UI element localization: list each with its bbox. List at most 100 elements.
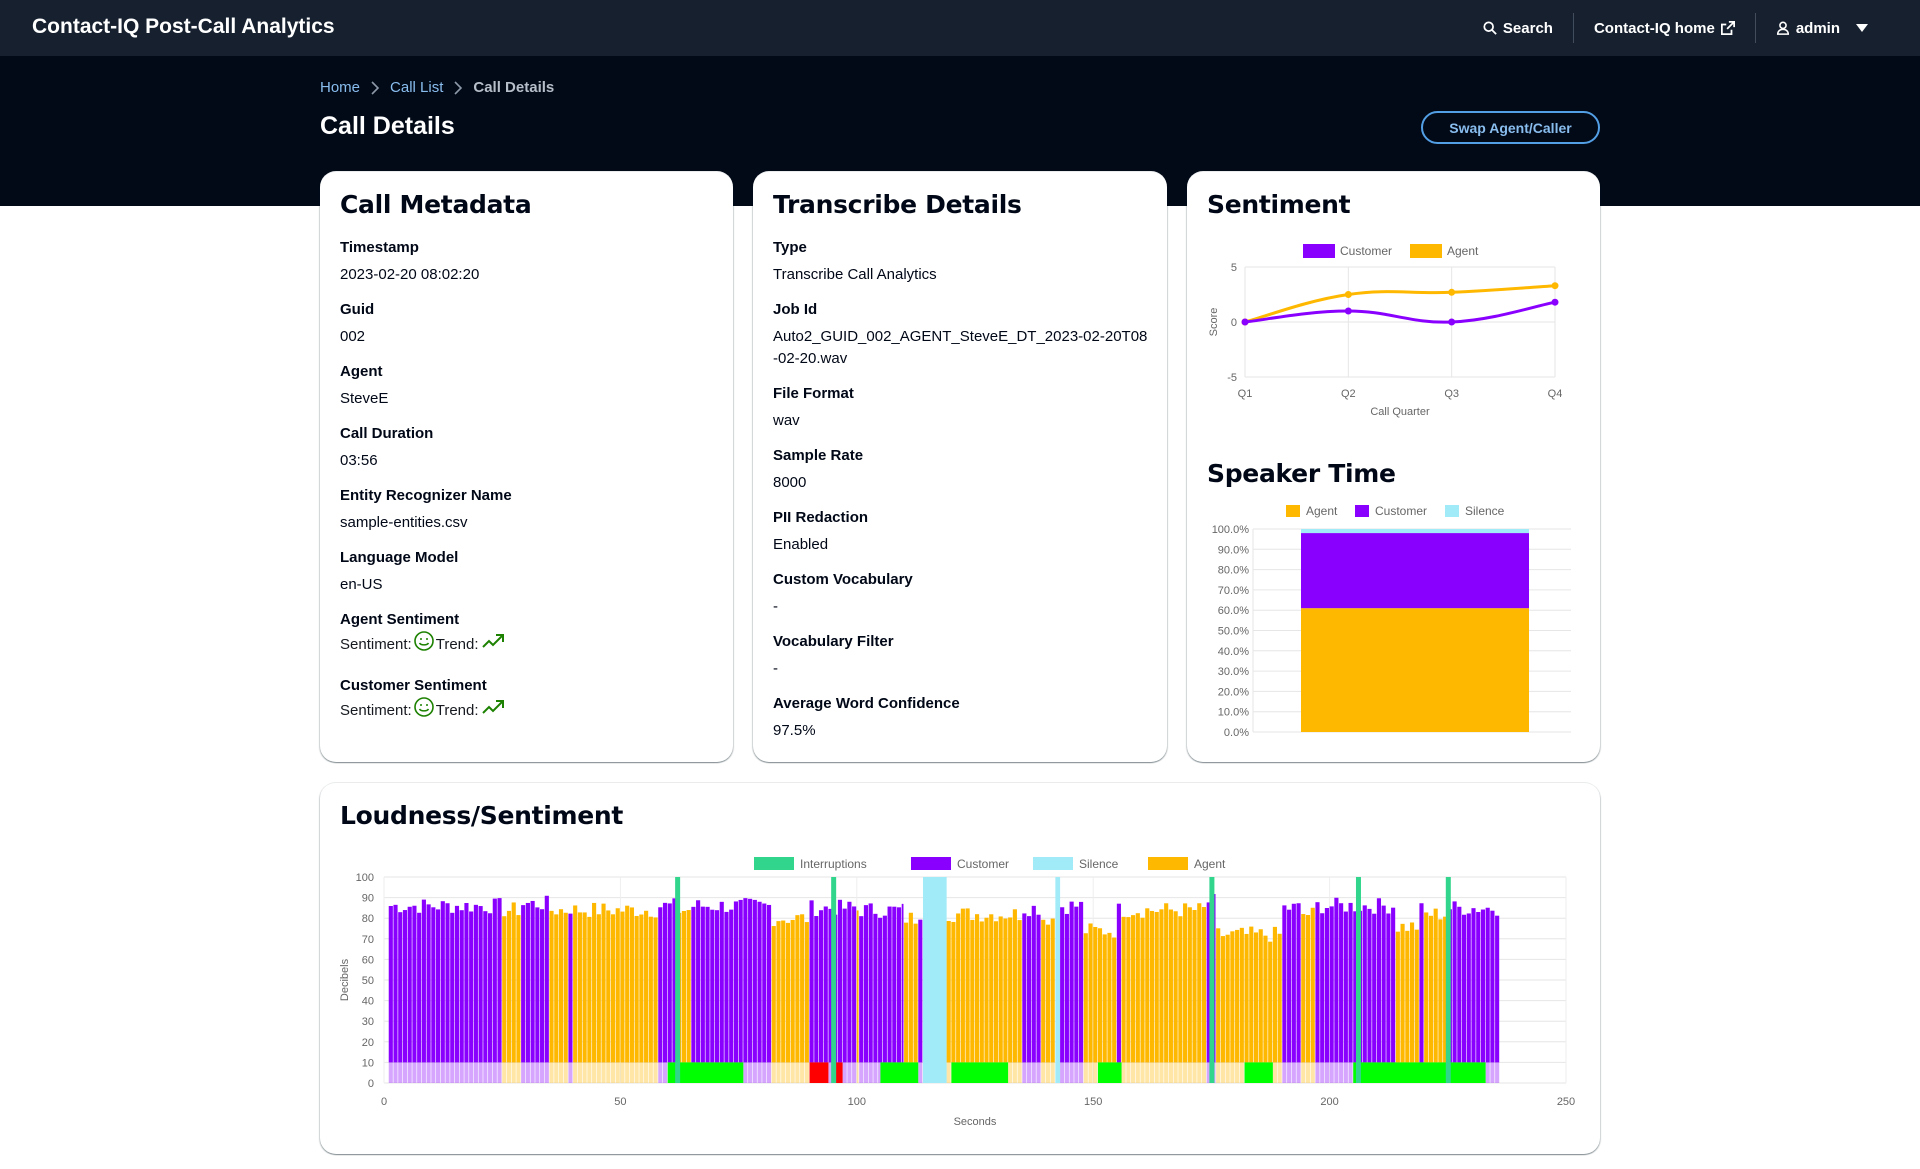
breadcrumb-current: Call Details [473,79,555,96]
y-tick-label: 40.0% [1218,646,1249,658]
loudness-bar-agent [601,903,606,1063]
loudness-bar-customer [837,899,843,1063]
legend-label: Customer [957,857,1009,871]
search-icon [1483,21,1497,35]
contact-iq-home-link[interactable]: Contact-IQ home [1574,13,1755,43]
sentiment-strip-base [804,1062,809,1083]
sentiment-strip-base [1008,1062,1013,1083]
chevron-right-icon [370,80,380,95]
trend-text: Trend: [435,636,479,653]
sentiment-strip-base [1183,1062,1188,1083]
loudness-bar-agent [804,922,809,1063]
sentiment-strip-positive [1353,1062,1486,1083]
sentiment-strip-base [1088,1062,1093,1083]
sentiment-strip-base [431,1062,436,1083]
loudness-bar-agent [1395,931,1400,1063]
swap-agent-caller-button[interactable]: Swap Agent/Caller [1421,111,1600,144]
y-tick-label: 20 [362,1037,374,1049]
app-title[interactable]: Contact-IQ Post-Call Analytics [32,15,335,38]
sentiment-strip-base [1485,1062,1490,1083]
loudness-bar-agent [1310,907,1315,1063]
sentiment-strip-base [592,1062,597,1083]
sentiment-strip-base [544,1062,549,1083]
field-label: Job Id [773,301,818,318]
customer-sentiment-field: Customer Sentiment Sentiment: Trend: [340,677,506,719]
loudness-bar-customer [667,903,672,1063]
loudness-bar-customer [1485,907,1490,1063]
loudness-bar-customer [459,910,464,1063]
sentiment-strip-base [417,1062,422,1083]
sentiment-strip-base [1178,1062,1183,1083]
y-tick-label: 30.0% [1218,666,1249,678]
loudness-bar-customer [662,902,668,1063]
field-label: Customer Sentiment [340,677,487,694]
loudness-bar-customer [1287,909,1292,1063]
sentiment-strip-base [1083,1062,1088,1083]
loudness-bar-customer [672,898,677,1063]
loudness-bar-customer [568,913,573,1063]
loudness-bar-customer [743,898,748,1063]
loudness-bar-agent [558,909,564,1063]
loudness-bar-customer [918,919,923,1063]
x-tick-label: 100 [848,1096,866,1108]
user-menu-button[interactable]: admin [1756,13,1890,43]
loudness-bar-customer [1069,901,1074,1063]
sentiment-strip-positive [667,1062,744,1083]
sentiment-row: Sentiment: Trend: [340,630,506,653]
y-tick-label: 70 [362,934,374,946]
legend-label: Agent [1194,857,1226,871]
loudness-bar-agent [1277,933,1282,1063]
field-value: Auto2_GUID_002_AGENT_SteveE_DT_2023-02-2… [773,328,1148,367]
breadcrumb-home[interactable]: Home [320,79,361,96]
loudness-bar-agent [1131,915,1136,1063]
y-axis-title: Decibels [339,958,351,1001]
sentiment-strip-base [1027,1062,1032,1083]
interruption-bar [1445,877,1451,1083]
sentiment-strip-base [596,1062,601,1083]
x-tick-label: 0 [381,1096,387,1108]
transcribe-field: PII Redaction Enabled [773,509,1148,556]
loudness-bar-agent [606,910,611,1063]
field-label: Timestamp [340,239,419,256]
data-point [1448,318,1456,326]
transcribe-field: Vocabulary Filter - [773,633,1148,680]
sentiment-strip-base [1301,1062,1306,1083]
sentiment-strip-base [601,1062,606,1083]
loudness-bar-agent [979,921,984,1063]
field-value: wav [773,412,800,429]
loudness-bar-agent [1433,908,1438,1063]
sentiment-strip-base [436,1062,441,1083]
loudness-sentiment-card: Loudness/Sentiment Interruptions Customer… [320,782,1600,1154]
sentiment-strip-base [1064,1062,1069,1083]
sentiment-strip-base [1012,1062,1017,1083]
y-tick-label: 10 [362,1057,374,1069]
loudness-bar-customer [1329,906,1334,1063]
loudness-bar-customer [705,906,710,1063]
sentiment-strip-base [558,1062,564,1083]
loudness-bar-customer [464,903,469,1063]
field-label: PII Redaction [773,509,869,526]
metadata-field: Guid 002 [340,301,374,348]
page-title: Call Details [320,112,455,140]
breadcrumb-call-list[interactable]: Call List [390,79,444,96]
field-value: 03:56 [340,452,378,469]
loudness-bar-agent [502,916,507,1063]
loudness-bar-customer [431,907,436,1063]
loudness-bar-agent [785,922,791,1063]
search-button[interactable]: Search [1463,13,1573,43]
loudness-bar-customer [1060,907,1065,1063]
user-label: admin [1795,19,1840,37]
sentiment-strip-base [1320,1062,1325,1083]
sentiment-strip-base [644,1062,649,1083]
loudness-bar-agent [1249,926,1254,1063]
sentiment-strip-base [748,1062,753,1083]
loudness-bar-agent [1135,913,1140,1063]
sentiment-strip-base [662,1062,668,1083]
sentiment-strip-base [776,1062,781,1083]
loudness-bar-agent [549,910,554,1063]
loudness-bar-agent [951,921,956,1063]
transcribe-details-card: Transcribe Details Type Transcribe Call … [753,171,1167,762]
sentiment-strip-base [1121,1062,1126,1083]
loudness-bar-customer [729,909,734,1063]
field-value: - [773,660,778,677]
